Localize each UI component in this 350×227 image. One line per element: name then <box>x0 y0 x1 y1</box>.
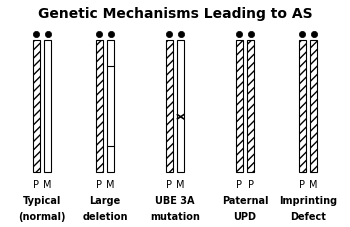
Bar <box>299 41 306 173</box>
Bar <box>107 41 114 67</box>
Bar <box>166 41 173 173</box>
Text: Paternal: Paternal <box>222 195 268 205</box>
Text: UPD: UPD <box>233 211 257 221</box>
Text: deletion: deletion <box>82 211 128 221</box>
Text: (normal): (normal) <box>18 211 66 221</box>
Text: M: M <box>106 179 115 189</box>
Text: P: P <box>299 179 306 189</box>
Text: Large: Large <box>89 195 121 205</box>
Text: Defect: Defect <box>290 211 326 221</box>
Bar <box>107 146 114 173</box>
Text: P: P <box>166 179 173 189</box>
Bar <box>44 41 51 173</box>
Text: P: P <box>96 179 103 189</box>
Text: M: M <box>43 179 52 189</box>
Text: Imprinting: Imprinting <box>279 195 337 205</box>
Text: mutation: mutation <box>150 211 200 221</box>
Bar <box>33 41 40 173</box>
Text: P: P <box>236 179 243 189</box>
Bar <box>177 41 184 173</box>
Bar <box>236 41 243 173</box>
Bar <box>310 41 317 173</box>
Bar <box>96 41 103 173</box>
Bar <box>247 41 254 173</box>
Text: Genetic Mechanisms Leading to AS: Genetic Mechanisms Leading to AS <box>38 7 312 21</box>
Text: P: P <box>247 179 254 189</box>
Text: Typical: Typical <box>23 195 61 205</box>
Text: M: M <box>309 179 318 189</box>
Text: UBE 3A: UBE 3A <box>155 195 195 205</box>
Text: P: P <box>33 179 40 189</box>
Text: M: M <box>176 179 185 189</box>
